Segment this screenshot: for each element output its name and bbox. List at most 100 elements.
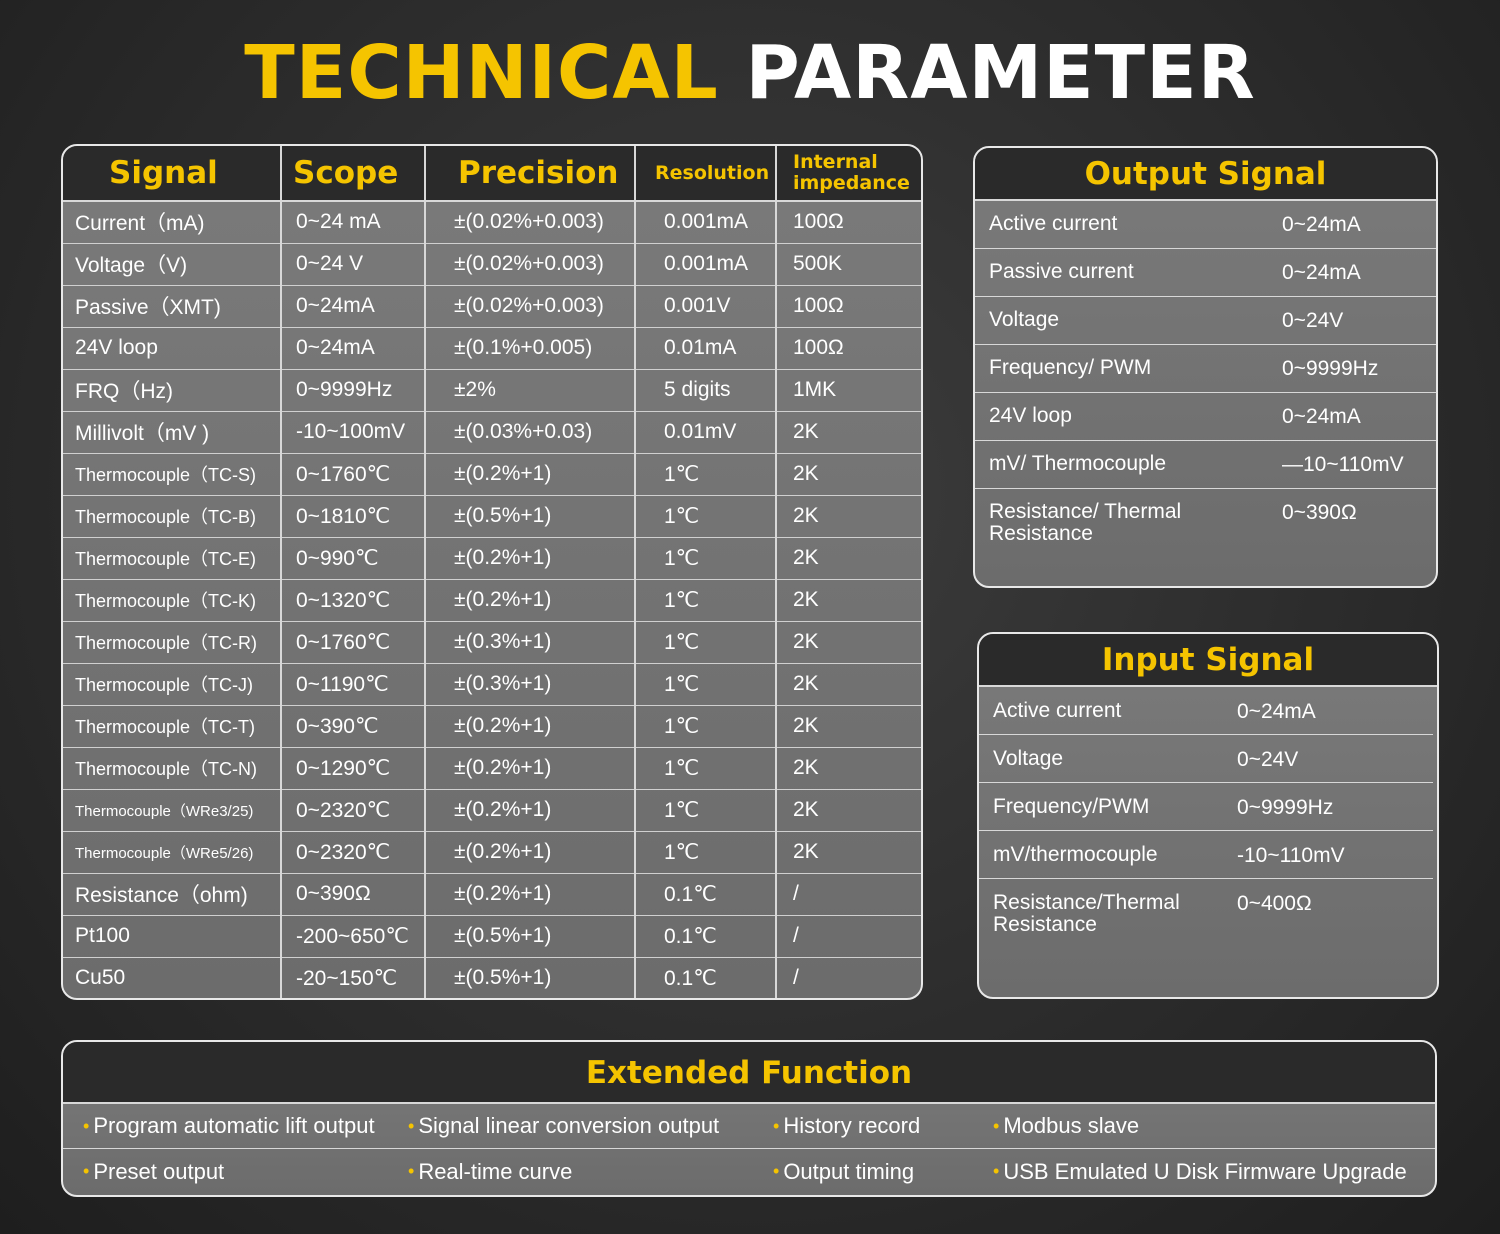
cell-signal: FRQ（Hz) — [63, 369, 282, 412]
list-item: 24V loop 0~24mA — [975, 393, 1436, 441]
cell-precision: ±(0.3%+1) — [425, 621, 636, 664]
feature-item: • Real-time curve — [408, 1159, 773, 1185]
feature-row: • Preset output • Real-time curve • Output ti… — [63, 1149, 1435, 1194]
signal-name: Active current — [989, 212, 1118, 235]
cell-scope: 0~2320℃ — [281, 831, 426, 874]
signal-range: 0~390Ω — [1282, 501, 1357, 524]
cell-precision: ±(0.3%+1) — [425, 663, 636, 706]
cell-scope: 0~9999Hz — [281, 369, 426, 412]
feature-item: • History record — [773, 1113, 993, 1139]
table-row: Cu50 -20~150℃ ±(0.5%+1) 0.1℃ / — [63, 957, 921, 998]
cell-signal: Thermocouple（TC-S) — [63, 453, 282, 496]
list-item: Active current 0~24mA — [979, 687, 1433, 735]
table-row: Thermocouple（TC-B) 0~1810℃ ±(0.5%+1) 1℃ 2K — [63, 495, 921, 538]
feature-label: Real-time curve — [418, 1158, 573, 1184]
cell-scope: -200~650℃ — [281, 915, 426, 958]
cell-precision: ±2% — [425, 369, 636, 412]
bullet-icon: • — [993, 1115, 1000, 1136]
input-signal-list: Active current 0~24mA Voltage 0~24V Frequenc… — [979, 687, 1437, 979]
signal-range: 0~24mA — [1237, 700, 1316, 723]
cell-signal: Thermocouple（TC-K) — [63, 579, 282, 622]
feature-row: • Program automatic lift output • Signal li… — [63, 1104, 1435, 1149]
cell-impedance: 2K — [776, 537, 921, 580]
input-signal-panel: Input Signal Active current 0~24mA Voltage… — [977, 632, 1439, 999]
cell-impedance: 2K — [776, 747, 921, 790]
signal-range: 0~24V — [1237, 748, 1299, 771]
header-internal-impedance: Internal impedance — [776, 146, 921, 202]
cell-signal: Voltage（V) — [63, 243, 282, 286]
bullet-icon: • — [408, 1115, 415, 1136]
table-row: Thermocouple（TC-R) 0~1760℃ ±(0.3%+1) 1℃ 2K — [63, 621, 921, 664]
cell-resolution: 0.1℃ — [635, 957, 777, 998]
table-row: FRQ（Hz) 0~9999Hz ±2% 5 digits 1MK — [63, 369, 921, 412]
feature-label: Preset output — [93, 1158, 225, 1184]
title-part-1: TECHNICAL — [244, 30, 719, 116]
cell-scope: 0~1760℃ — [281, 453, 426, 496]
feature-item: • Signal linear conversion output — [408, 1113, 773, 1139]
cell-signal: Current（mA) — [63, 201, 282, 244]
table-row: 24V loop 0~24mA ±(0.1%+0.005) 0.01mA 100Ω — [63, 327, 921, 370]
cell-signal: Cu50 — [63, 957, 282, 998]
feature-item: • USB Emulated U Disk Firmware Upgrade — [993, 1159, 1413, 1185]
cell-signal: Thermocouple（TC-E) — [63, 537, 282, 580]
cell-resolution: 0.001mA — [635, 201, 777, 244]
output-signal-list: Active current 0~24mA Passive current 0~24m… — [975, 201, 1436, 569]
signal-name: Passive current — [989, 260, 1134, 283]
cell-scope: 0~24mA — [281, 327, 426, 370]
parameter-table: Signal Scope Precision Resolution Intern… — [63, 146, 921, 998]
bullet-icon: • — [773, 1161, 780, 1181]
table-row: Thermocouple（WRe3/25) 0~2320℃ ±(0.2%+1) 1℃ 2… — [63, 789, 921, 832]
cell-precision: ±(0.5%+1) — [425, 957, 636, 998]
cell-precision: ±(0.2%+1) — [425, 537, 636, 580]
cell-signal: Passive（XMT) — [63, 285, 282, 328]
cell-resolution: 1℃ — [635, 579, 777, 622]
parameter-table-panel: Signal Scope Precision Resolution Intern… — [61, 144, 923, 1000]
table-row: Voltage（V) 0~24 V ±(0.02%+0.003) 0.001mA 500… — [63, 243, 921, 286]
cell-signal: Thermocouple（TC-N) — [63, 747, 282, 790]
cell-resolution: 1℃ — [635, 663, 777, 706]
signal-range: 0~24mA — [1282, 405, 1361, 428]
cell-impedance: 2K — [776, 579, 921, 622]
cell-impedance: 2K — [776, 495, 921, 538]
cell-scope: 0~390℃ — [281, 705, 426, 748]
header-signal: Signal — [63, 146, 282, 202]
cell-resolution: 5 digits — [635, 369, 777, 412]
cell-resolution: 1℃ — [635, 705, 777, 748]
cell-scope: 0~1760℃ — [281, 621, 426, 664]
signal-name: mV/thermocouple — [993, 843, 1158, 866]
feature-label: Signal linear conversion output — [418, 1113, 720, 1138]
cell-precision: ±(0.2%+1) — [425, 831, 636, 874]
table-row: Thermocouple（TC-T) 0~390℃ ±(0.2%+1) 1℃ 2K — [63, 705, 921, 748]
feature-label: Program automatic lift output — [93, 1113, 375, 1138]
extended-function-list: • Program automatic lift output • Signal li… — [63, 1104, 1435, 1194]
cell-impedance: 2K — [776, 411, 921, 454]
cell-signal: Millivolt（mV ) — [63, 411, 282, 454]
table-row: Thermocouple（TC-J) 0~1190℃ ±(0.3%+1) 1℃ 2K — [63, 663, 921, 706]
cell-precision: ±(0.2%+1) — [425, 705, 636, 748]
header-precision: Precision — [425, 146, 636, 202]
cell-precision: ±(0.2%+1) — [425, 873, 636, 916]
table-row: Thermocouple（TC-N) 0~1290℃ ±(0.2%+1) 1℃ 2K — [63, 747, 921, 790]
cell-signal: 24V loop — [63, 327, 282, 370]
table-row: Pt100 -200~650℃ ±(0.5%+1) 0.1℃ / — [63, 915, 921, 958]
cell-precision: ±(0.2%+1) — [425, 789, 636, 832]
bullet-icon: • — [83, 1115, 90, 1136]
cell-resolution: 1℃ — [635, 495, 777, 538]
cell-impedance: 2K — [776, 705, 921, 748]
cell-precision: ±(0.1%+0.005) — [425, 327, 636, 370]
cell-signal: Thermocouple（TC-T) — [63, 705, 282, 748]
table-row: Thermocouple（TC-E) 0~990℃ ±(0.2%+1) 1℃ 2K — [63, 537, 921, 580]
cell-impedance: 100Ω — [776, 201, 921, 244]
cell-resolution: 0.001V — [635, 285, 777, 328]
signal-name: Frequency/ PWM — [989, 356, 1152, 379]
cell-impedance: / — [776, 873, 921, 916]
cell-scope: 0~1290℃ — [281, 747, 426, 790]
cell-precision: ±(0.02%+0.003) — [425, 285, 636, 328]
cell-signal: Thermocouple（WRe3/25) — [63, 789, 282, 832]
feature-item: • Preset output — [63, 1159, 408, 1185]
cell-resolution: 0.01mV — [635, 411, 777, 454]
cell-resolution: 1℃ — [635, 537, 777, 580]
signal-range: 0~9999Hz — [1282, 357, 1379, 380]
cell-impedance: 100Ω — [776, 285, 921, 328]
bullet-icon: • — [773, 1115, 780, 1136]
